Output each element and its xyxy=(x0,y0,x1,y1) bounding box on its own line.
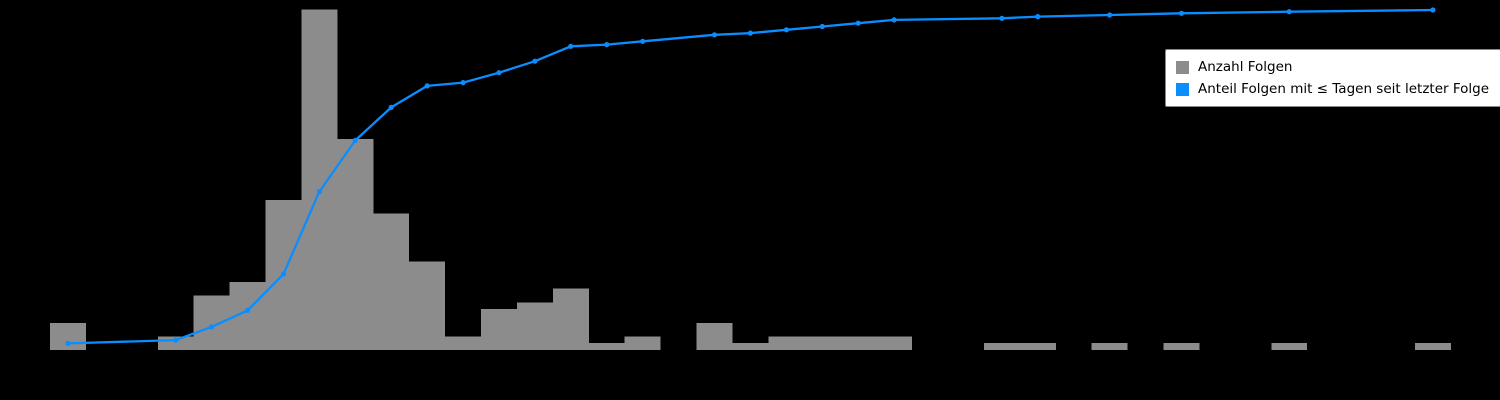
histogram-bar xyxy=(193,295,230,350)
cumulative-marker xyxy=(173,337,179,343)
cumulative-marker xyxy=(209,324,215,330)
cumulative-marker xyxy=(783,27,790,33)
cumulative-marker xyxy=(999,15,1005,21)
histogram-bar xyxy=(804,336,841,350)
histogram-bar xyxy=(301,9,338,350)
cumulative-marker xyxy=(532,58,538,64)
histogram-bar xyxy=(1091,343,1128,350)
histogram-bars xyxy=(50,9,1451,350)
histogram-bar xyxy=(1019,343,1056,350)
cumulative-marker xyxy=(711,32,718,38)
cumulative-marker xyxy=(496,70,502,76)
cumulative-marker xyxy=(819,23,825,30)
cumulative-marker xyxy=(855,20,861,26)
cumulative-marker xyxy=(891,17,897,23)
cumulative-marker xyxy=(280,271,287,277)
cumulative-marker xyxy=(1035,14,1041,20)
line-series-swatch-icon xyxy=(1176,82,1189,96)
cumulative-marker xyxy=(604,42,610,48)
histogram-bar xyxy=(1271,343,1308,350)
histogram-bar xyxy=(840,336,877,350)
cumulative-marker xyxy=(747,30,754,36)
histogram-bar xyxy=(337,138,374,350)
cumulative-marker xyxy=(65,340,71,346)
histogram-bar xyxy=(409,261,446,350)
cumulative-marker xyxy=(1178,10,1185,16)
cumulative-marker xyxy=(1286,9,1292,15)
cumulative-marker xyxy=(245,307,251,313)
histogram-bar xyxy=(588,343,625,350)
histogram-bar xyxy=(1414,343,1451,350)
legend-item-anzahl-folgen: Anzahl Folgen xyxy=(1176,59,1489,75)
histogram-bar xyxy=(445,336,482,350)
histogram-bar xyxy=(373,213,410,350)
histogram-bar xyxy=(552,288,589,350)
cumulative-marker xyxy=(1430,7,1436,13)
histogram-bar xyxy=(481,309,517,350)
histogram-bar xyxy=(876,336,913,350)
cumulative-marker xyxy=(460,80,466,86)
legend-label-anteil-folgen: Anteil Folgen mit ≤ Tagen seit letzter F… xyxy=(1198,81,1490,98)
histogram-bar xyxy=(516,302,553,350)
histogram-bar xyxy=(983,343,1020,350)
legend-item-anteil-folgen: Anteil Folgen mit ≤ Tagen seit letzter F… xyxy=(1176,81,1489,97)
cumulative-marker xyxy=(352,137,358,143)
histogram-bar xyxy=(1163,343,1200,350)
cumulative-marker xyxy=(1107,12,1113,18)
cumulative-marker xyxy=(388,104,394,110)
legend-label-anzahl-folgen: Anzahl Folgen xyxy=(1198,59,1293,75)
cumulative-markers xyxy=(65,7,1436,346)
cumulative-marker xyxy=(640,38,646,44)
cumulative-marker xyxy=(424,83,430,89)
cumulative-marker xyxy=(568,43,574,49)
histogram-bar xyxy=(732,343,769,350)
histogram-bar xyxy=(768,336,805,350)
histogram-bar xyxy=(696,322,733,350)
bar-series-swatch-icon xyxy=(1176,60,1189,74)
histogram-bar xyxy=(624,336,661,350)
legend: Anzahl Folgen Anteil Folgen mit ≤ Tagen … xyxy=(1165,49,1500,108)
cumulative-marker xyxy=(316,189,322,195)
